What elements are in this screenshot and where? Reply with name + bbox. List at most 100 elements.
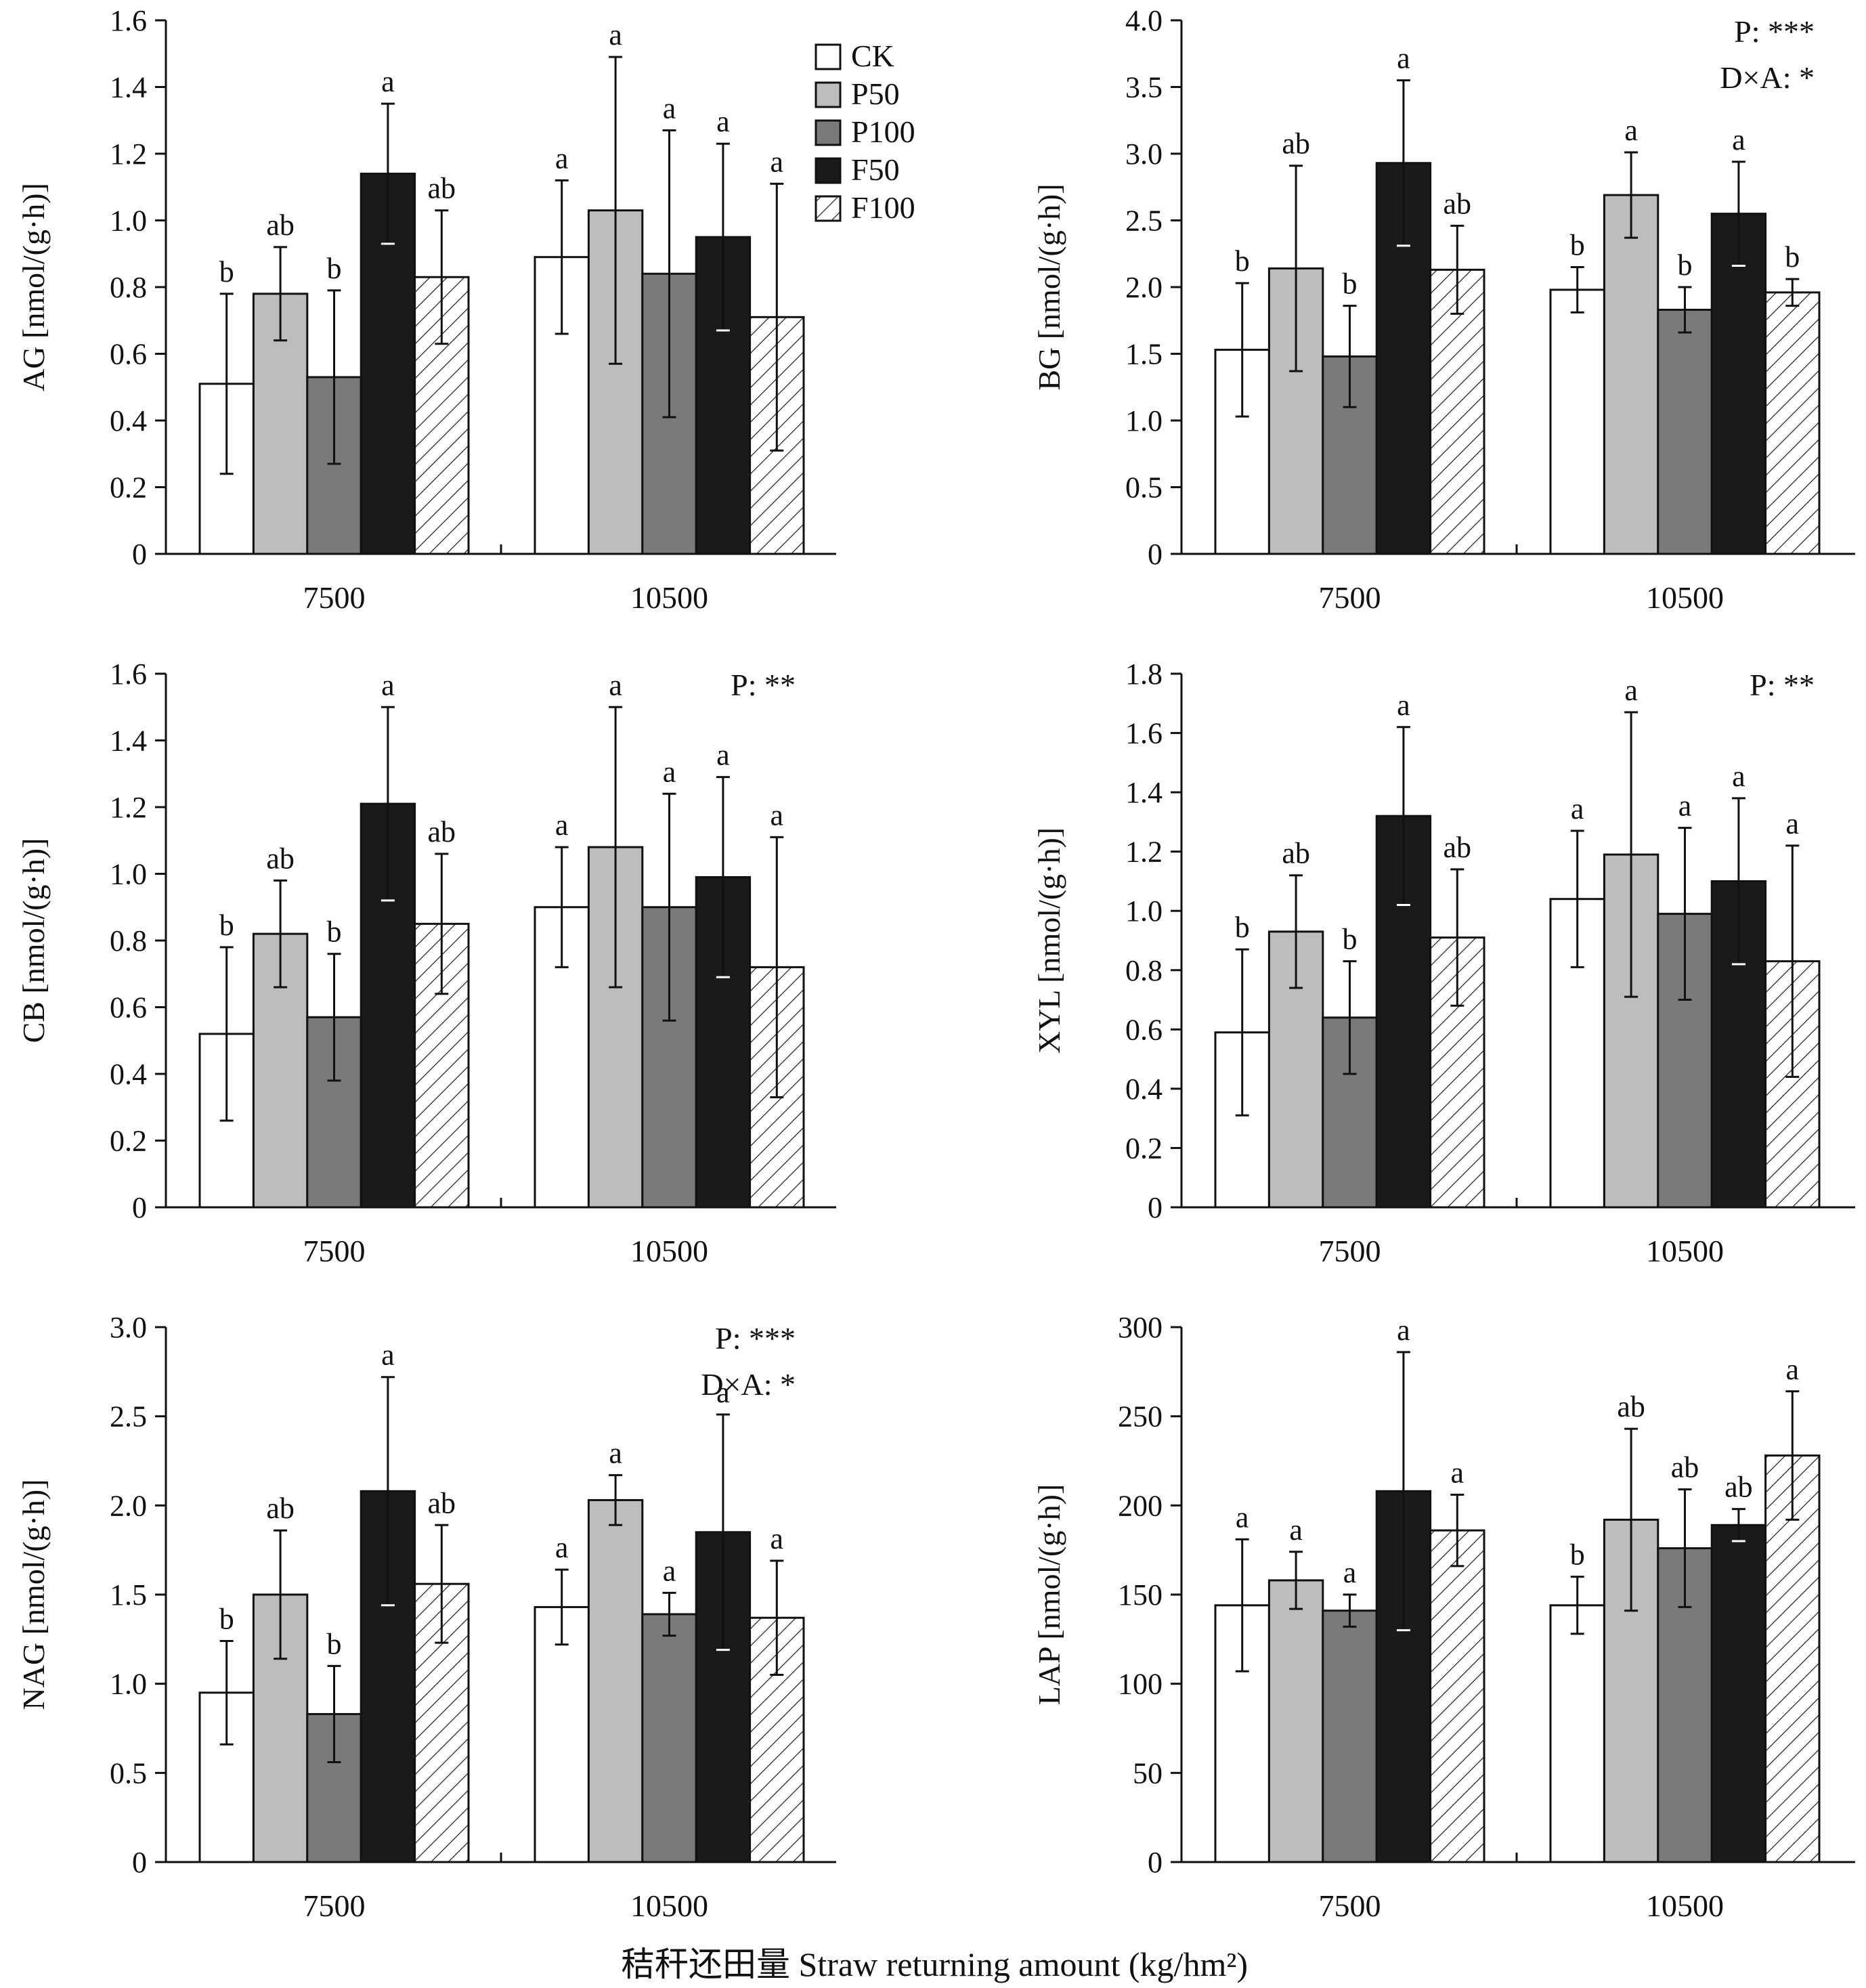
y-tick-label: 3.0 [1125,137,1163,171]
y-tick-label: 0.6 [110,991,147,1024]
y-tick-label: 0.6 [110,338,147,371]
significance-letter: a [716,739,730,772]
significance-letter: a [381,1339,395,1372]
significance-letter: a [1289,1513,1303,1547]
x-category-label: 10500 [1646,1888,1724,1923]
significance-letter: ab [1617,1390,1645,1423]
y-tick-label: 0.4 [110,404,147,437]
y-tick-label: 1.4 [1125,776,1163,809]
bar [534,1605,590,1863]
bar [1549,1604,1605,1863]
bar [641,1613,697,1863]
y-tick-label: 1.4 [110,725,147,758]
significance-letter: ab [1282,837,1310,870]
legend-swatch [815,157,842,184]
y-tick-label: 1.0 [1125,894,1163,928]
y-axis-label: AG [nmol/(g·h)] [16,183,51,391]
y-tick-label: 0.6 [1125,1013,1163,1046]
chart-panel: 0 0.5 1.0 1.5 2.0 2.5 3.0 NAG [nmol/(g·h)] 7500 b… [16,1311,836,1923]
x-category-label: 10500 [630,580,708,615]
significance-letter: a [1786,807,1800,840]
significance-letter: a [1786,1353,1800,1386]
significance-letter: a [1624,674,1638,707]
y-tick-label: 1.0 [110,1668,147,1701]
significance-letter: a [555,142,569,175]
y-tick-label: 1.2 [110,791,147,824]
significance-letter: a [609,1437,622,1470]
legend-label: P100 [851,114,915,149]
y-axis-label: CB [nmol/(g·h)] [16,838,51,1043]
significance-letter: b [219,255,234,288]
chart-panel: 0 0.2 0.4 0.6 0.8 1.0 1.2 1.4 1.6 CB [nmol/(g·h)]… [16,657,836,1268]
y-axis-label: XYL [nmol/(g·h)] [1032,827,1066,1054]
bar [1764,291,1821,555]
significance-letter: a [716,105,730,138]
bar [1429,1529,1485,1863]
significance-letter: a [381,668,395,701]
significance-letter: a [1397,689,1410,722]
significance-annotation: D×A: * [1720,60,1815,95]
significance-letter: ab [266,1492,295,1525]
significance-letter: a [663,755,676,788]
x-category-label: 7500 [1319,1888,1381,1923]
chart-panel: 0 0.2 0.4 0.6 0.8 1.0 1.2 1.4 1.6 1.8 XYL [nmol/(g… [1032,657,1855,1268]
bar [1549,288,1605,555]
significance-annotation: P: *** [1734,14,1815,49]
significance-letter: a [555,1531,569,1564]
significance-letter: a [1732,760,1745,793]
y-tick-label: 0.2 [110,471,147,504]
y-tick-label: 250 [1118,1400,1163,1433]
y-tick-label: 1.2 [1125,836,1163,869]
y-tick-label: 0 [132,1846,147,1879]
bar [1322,1609,1378,1863]
y-tick-label: 0.2 [1125,1131,1163,1165]
legend-swatch [815,81,842,108]
significance-letter: a [1451,1456,1464,1490]
bar [587,1498,644,1863]
y-axis-label: LAP [nmol/(g·h)] [1032,1484,1066,1706]
significance-letter: ab [428,815,456,848]
x-category-label: 7500 [303,580,366,615]
y-tick-label: 1.5 [110,1578,147,1612]
bar [1764,1454,1821,1863]
y-tick-label: 0 [1148,1846,1163,1879]
y-tick-label: 0.5 [1125,471,1163,504]
significance-letter: a [1343,1556,1357,1589]
y-axis-label: NAG [nmol/(g·h)] [16,1479,51,1710]
significance-letter: ab [428,1486,456,1519]
y-tick-label: 2.0 [110,1489,147,1522]
y-tick-label: 300 [1118,1311,1163,1344]
y-tick-label: 1.6 [110,657,147,691]
significance-letter: a [663,1554,676,1587]
significance-letter: b [327,252,342,285]
significance-letter: a [1397,1314,1410,1347]
legend-swatch [815,195,842,222]
y-tick-label: 150 [1118,1578,1163,1612]
significance-letter: ab [266,209,295,242]
legend-label: F100 [851,190,915,225]
significance-letter: b [1235,911,1250,944]
x-category-label: 7500 [1319,1234,1381,1268]
significance-letter: a [1624,114,1638,147]
significance-letter: b [219,1602,234,1635]
y-tick-label: 1.6 [110,4,147,37]
significance-letter: a [1397,42,1410,75]
significance-letter: a [663,92,676,125]
significance-letter: a [771,1522,784,1555]
x-category-label: 7500 [303,1234,366,1268]
x-category-label: 10500 [1646,580,1724,615]
significance-annotation: P: ** [1750,668,1815,702]
y-tick-label: 0.8 [1125,954,1163,987]
y-tick-label: 0.8 [110,271,147,304]
y-tick-label: 0.8 [110,924,147,957]
legend-swatch [815,43,842,70]
significance-letter: a [555,808,569,842]
y-tick-label: 1.2 [110,137,147,171]
x-category-label: 7500 [303,1888,366,1923]
chart-panels: 0 0.2 0.4 0.6 0.8 1.0 1.2 1.4 1.6 AG [nmol/(g·h)]… [16,4,1855,1923]
significance-letter: a [1236,1500,1249,1534]
y-tick-label: 2.0 [1125,271,1163,304]
y-tick-label: 1.5 [1125,338,1163,371]
significance-annotation: P: *** [715,1321,796,1356]
